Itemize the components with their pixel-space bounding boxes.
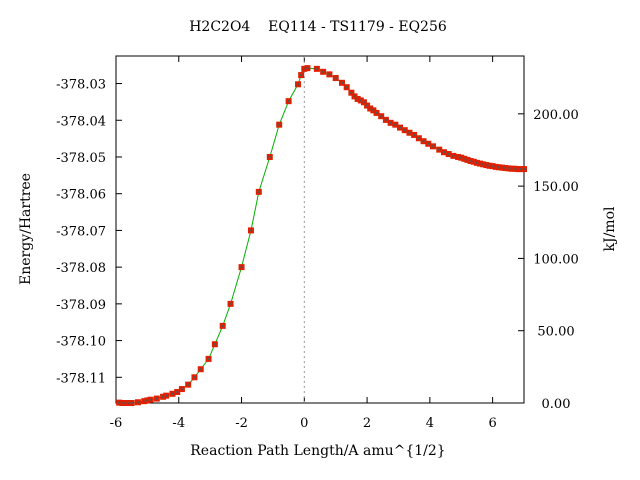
data-point	[450, 152, 457, 159]
data-point	[401, 127, 408, 134]
x-axis: -6 -4 -2 0 2 4 6	[110, 56, 497, 431]
y-tick-label: -378.10	[56, 335, 106, 350]
data-point	[397, 124, 404, 131]
data-point	[392, 121, 399, 128]
data-point	[378, 113, 385, 120]
data-point	[415, 135, 422, 142]
y-axis-left: -378.03 -378.04 -378.05 -378.06 -378.07 -378.…	[56, 78, 122, 386]
data-point	[128, 400, 135, 406]
y-tick-label: -378.03	[56, 78, 106, 93]
data-point	[238, 264, 245, 271]
data-point	[191, 374, 198, 381]
x-tick-label: 6	[488, 416, 496, 431]
data-point	[338, 79, 345, 86]
x-tick-label: 0	[300, 416, 308, 431]
y2-tick-label: 100.00	[533, 252, 579, 267]
data-point	[440, 149, 447, 156]
data-point	[326, 71, 333, 78]
y-tick-label: -378.06	[56, 188, 106, 203]
data-point	[313, 65, 320, 72]
data-point	[436, 146, 443, 153]
data-point	[255, 188, 262, 195]
x-axis-label: Reaction Path Length/A amu^{1/2}	[190, 443, 445, 459]
energy-curve	[119, 67, 524, 404]
data-point	[163, 392, 170, 399]
data-point	[219, 322, 226, 329]
data-point	[295, 81, 302, 88]
data-points	[116, 65, 527, 406]
data-point	[411, 131, 418, 138]
y-tick-label: -378.07	[56, 224, 106, 239]
y2-tick-label: 50.00	[537, 325, 574, 340]
data-point	[420, 138, 427, 145]
y-tick-label: -378.09	[56, 298, 106, 313]
data-point	[174, 388, 181, 395]
x-tick-label: -2	[235, 416, 248, 431]
data-point	[373, 109, 380, 116]
y-tick-label: -378.05	[56, 151, 106, 166]
data-point	[169, 390, 176, 397]
data-point	[205, 355, 212, 362]
data-point	[178, 386, 185, 393]
data-point	[298, 72, 305, 79]
x-tick-label: 2	[363, 416, 371, 431]
y-axis-right: 0.00 50.00 100.00 150.00 200.00	[518, 108, 579, 412]
y-axis-label: Energy/Hartree	[18, 173, 34, 285]
y2-axis-label: kJ/mol	[602, 206, 618, 252]
data-point	[134, 399, 141, 406]
data-point	[153, 395, 160, 402]
y2-tick-label: 200.00	[533, 108, 579, 123]
data-point	[425, 140, 432, 147]
y2-tick-label: 150.00	[533, 180, 579, 195]
data-point	[387, 119, 394, 126]
data-point	[320, 68, 327, 75]
y-tick-label: -378.08	[56, 261, 106, 276]
x-tick-label: -4	[172, 416, 185, 431]
data-point	[382, 116, 389, 123]
y-tick-label: -378.11	[56, 371, 106, 386]
data-point	[406, 129, 413, 136]
x-tick-label: 4	[426, 416, 434, 431]
data-point	[227, 300, 234, 307]
y2-tick-label: 0.00	[542, 397, 571, 412]
chart-title: H2C2O4 EQ114 - TS1179 - EQ256	[189, 19, 447, 35]
data-point	[285, 98, 292, 105]
data-point	[348, 89, 355, 96]
y-tick-label: -378.04	[56, 114, 106, 129]
data-point	[185, 381, 192, 388]
data-point	[429, 143, 436, 150]
data-point	[332, 75, 339, 82]
data-point	[276, 121, 283, 128]
data-point	[147, 396, 154, 403]
x-tick-label: -6	[110, 416, 123, 431]
data-point	[521, 166, 527, 173]
data-point	[211, 341, 218, 348]
data-point	[266, 153, 273, 160]
data-point	[197, 366, 204, 373]
data-point	[304, 65, 311, 72]
data-point	[343, 84, 350, 91]
data-point	[247, 227, 254, 234]
plot-frame	[115, 55, 525, 404]
data-point	[445, 151, 452, 158]
